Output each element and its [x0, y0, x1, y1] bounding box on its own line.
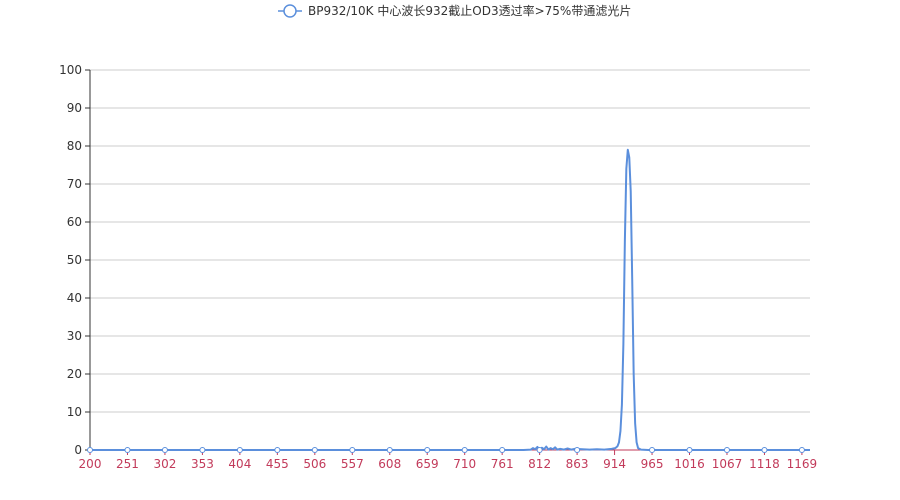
- series-point[interactable]: [798, 447, 805, 453]
- x-tick-label: 1169: [787, 457, 818, 471]
- series-point[interactable]: [461, 447, 468, 453]
- series-point[interactable]: [499, 447, 506, 453]
- x-tick-label: 200: [79, 457, 102, 471]
- legend[interactable]: BP932/10K 中心波长932截止OD3透过率>75%带通滤光片: [278, 3, 631, 18]
- x-tick-label: 710: [453, 457, 476, 471]
- series-point[interactable]: [386, 447, 393, 453]
- x-tick-label: 251: [116, 457, 139, 471]
- x-tick-label: 506: [303, 457, 326, 471]
- series-point[interactable]: [723, 447, 730, 453]
- x-tick-label: 659: [416, 457, 439, 471]
- y-tick-label: 0: [74, 443, 82, 457]
- x-tick-label: 812: [528, 457, 551, 471]
- y-tick-label: 80: [67, 139, 82, 153]
- grid: [90, 69, 810, 413]
- y-tick-label: 30: [67, 329, 82, 343]
- series-point[interactable]: [349, 447, 356, 453]
- y-tick-label: 100: [59, 63, 82, 77]
- series-point[interactable]: [87, 447, 93, 453]
- x-tick-label: 1067: [712, 457, 743, 471]
- series-point[interactable]: [424, 447, 431, 453]
- x-tick-label: 965: [641, 457, 664, 471]
- y-tick-label: 40: [67, 291, 82, 305]
- series-point[interactable]: [274, 447, 281, 453]
- x-tick-label: 761: [491, 457, 514, 471]
- series-point[interactable]: [124, 447, 131, 453]
- series-point[interactable]: [686, 447, 693, 453]
- x-tick-label: 302: [153, 457, 176, 471]
- series-line-0[interactable]: [90, 148, 810, 451]
- series-point[interactable]: [199, 447, 206, 453]
- series-point[interactable]: [649, 447, 656, 453]
- legend-label: BP932/10K 中心波长932截止OD3透过率>75%带通滤光片: [308, 3, 631, 18]
- x-tick-label: 404: [228, 457, 251, 471]
- x-tick-label: 608: [378, 457, 401, 471]
- y-tick-label: 90: [67, 101, 82, 115]
- series-point[interactable]: [161, 447, 168, 453]
- y-tick-label: 70: [67, 177, 82, 191]
- y-tick-label: 10: [67, 405, 82, 419]
- x-tick-label: 353: [191, 457, 214, 471]
- x-tick-label: 1118: [749, 457, 780, 471]
- y-tick-label: 20: [67, 367, 82, 381]
- x-tick-label: 455: [266, 457, 289, 471]
- series-layer: [87, 148, 810, 453]
- x-tick-label: 1016: [674, 457, 705, 471]
- y-axis: 0 10 20 30 40 50 60 70 80 90 100: [59, 63, 91, 457]
- series-point[interactable]: [236, 447, 243, 453]
- series-point[interactable]: [761, 447, 768, 453]
- x-tick-label: 557: [341, 457, 364, 471]
- x-axis: 200 251 302 353 404 455 506 557 608 659 710 761 812 8…: [79, 449, 818, 471]
- y-tick-label: 50: [67, 253, 82, 267]
- x-tick-label: 914: [603, 457, 626, 471]
- legend-marker-icon: [283, 4, 297, 18]
- x-tick-label: 863: [566, 457, 589, 471]
- y-tick-label: 60: [67, 215, 82, 229]
- series-point[interactable]: [574, 447, 581, 453]
- series-point[interactable]: [536, 447, 543, 453]
- series-point[interactable]: [311, 447, 318, 453]
